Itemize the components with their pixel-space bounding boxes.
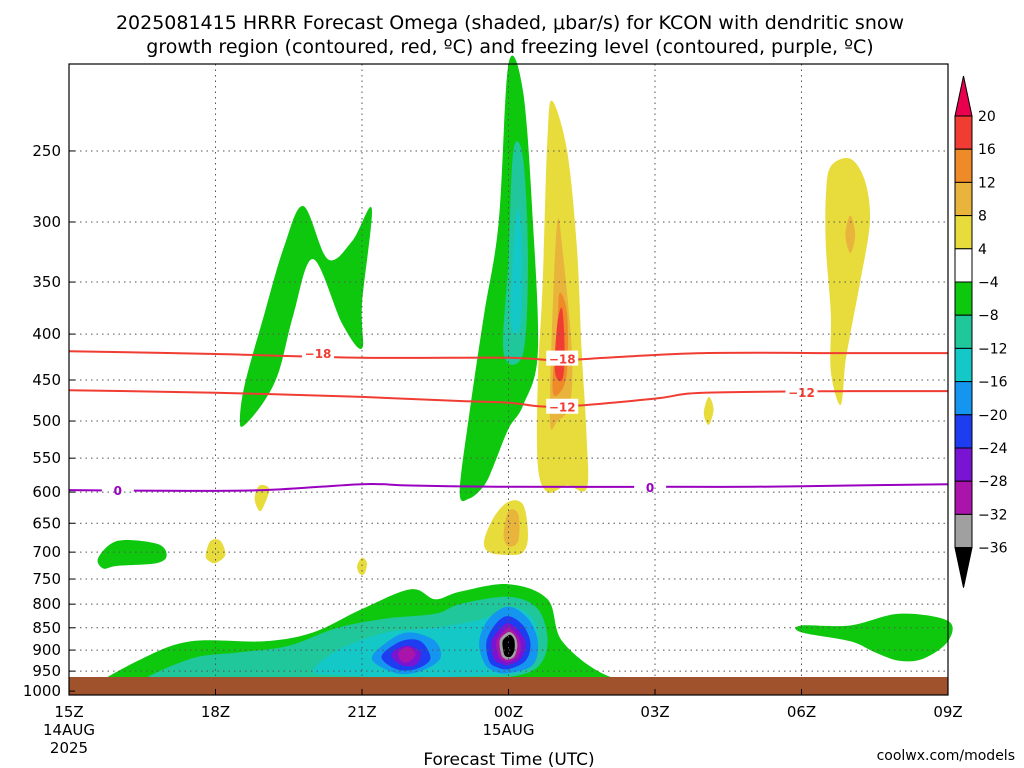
omega-region-10 — [825, 157, 871, 406]
colorbar-segment-9 — [954, 381, 973, 416]
x-tick-year-0: 2025 — [50, 739, 88, 757]
y-tick-label-3: 400 — [32, 325, 61, 343]
colorbar-label-5: −4 — [978, 275, 999, 291]
isotherm-label-2: −12 — [549, 401, 576, 415]
colorbar-segment-6 — [954, 281, 973, 316]
colorbar-label-0: 20 — [978, 109, 996, 125]
isotherm-label-3: −12 — [788, 386, 815, 400]
x-tick-date-0: 14AUG — [43, 721, 95, 739]
isotherm-label-bg-4 — [101, 482, 134, 498]
colorbar-label-6: −8 — [978, 308, 999, 324]
x-tick-label-3: 00Z — [494, 703, 523, 721]
omega-region-30 — [795, 613, 953, 662]
y-tick-label-8: 650 — [32, 514, 61, 532]
colorbar-label-2: 12 — [978, 175, 996, 191]
y-tick-label-12: 850 — [32, 619, 61, 637]
plot-area: −18 −18 −12 −12 0 0 — [68, 55, 953, 692]
omega-region-12 — [254, 484, 270, 512]
omega-region-29 — [502, 634, 515, 658]
y-tick-label-9: 700 — [32, 543, 61, 561]
chart-title-line2: growth region (contoured, red, ºC) and f… — [146, 36, 873, 58]
x-tick-label-2: 21Z — [347, 703, 376, 721]
y-tick-label-0: 250 — [32, 142, 61, 160]
omega-region-13 — [205, 539, 226, 564]
colorbar-label-10: −24 — [978, 441, 1008, 457]
y-tick-label-6: 550 — [32, 449, 61, 467]
colorbar-segment-4 — [954, 215, 973, 250]
omega-region-11 — [845, 215, 856, 254]
colorbar-label-1: 16 — [978, 142, 996, 158]
chart-title-line1: 2025081415 HRRR Forecast Omega (shaded, … — [116, 12, 904, 34]
colorbar-segment-11 — [954, 447, 973, 482]
colorbar-segment-3 — [954, 181, 973, 217]
x-tick-label-0: 15Z — [54, 703, 83, 721]
x-tick-date-3: 15AUG — [483, 721, 535, 739]
omega-region-16 — [97, 539, 167, 569]
omega-region-15 — [703, 396, 714, 425]
isotherm-label-bg-0 — [302, 345, 335, 361]
colorbar-label-4: 4 — [978, 242, 987, 258]
colorbar-segment-2 — [954, 148, 973, 183]
isotherm-label-0: −18 — [305, 347, 332, 361]
omega-region-23 — [398, 646, 416, 663]
colorbar-segment-8 — [954, 347, 973, 383]
y-tick-label-13: 900 — [32, 641, 61, 659]
omega-region-14 — [357, 557, 367, 575]
x-tick-label-5: 06Z — [787, 703, 816, 721]
colorbar-top-arrow — [954, 75, 973, 117]
y-tick-label-4: 450 — [32, 371, 61, 389]
colorbar-segment-7 — [954, 314, 973, 349]
axes: 250 300 350 400 450 500 550 600 650 700 750 800 850 9… — [23, 142, 963, 757]
colorbar: 20 16 12 8 4 −4 −8 −12 −16 −20 −24 −28 −32 −36 — [954, 75, 1008, 588]
credit-text: coolwx.com/models — [877, 748, 1015, 764]
isotherm--12-line-1 — [68, 389, 949, 408]
colorbar-segment-10 — [954, 414, 973, 449]
omega-region-0 — [239, 205, 372, 427]
isotherm-label-5: 0 — [646, 481, 654, 495]
isotherm-label-bg-3 — [785, 383, 818, 399]
isotherm-label-bg-5 — [634, 478, 667, 494]
ground-fill — [69, 677, 948, 695]
colorbar-bottom-arrow — [954, 547, 973, 588]
colorbar-segment-13 — [954, 513, 973, 549]
isotherm-label-bg-2 — [546, 398, 579, 414]
x-tick-label-6: 09Z — [933, 703, 962, 721]
colorbar-segment-1 — [954, 115, 973, 150]
x-tick-label-1: 18Z — [201, 703, 230, 721]
colorbar-label-8: −16 — [978, 375, 1008, 391]
isotherm-0-line-2 — [68, 483, 949, 492]
isotherm-label-1: −18 — [549, 353, 576, 367]
y-tick-label-11: 800 — [32, 595, 61, 613]
colorbar-label-7: −12 — [978, 341, 1008, 357]
colorbar-segment-12 — [954, 480, 973, 515]
y-tick-label-15: 1000 — [23, 682, 61, 700]
isotherm-label-4: 0 — [114, 484, 122, 498]
y-tick-label-14: 950 — [32, 662, 61, 680]
omega-region-7 — [503, 509, 520, 547]
colorbar-segment-5 — [954, 248, 973, 283]
x-tick-label-4: 03Z — [640, 703, 669, 721]
x-axis-label: Forecast Time (UTC) — [423, 750, 594, 768]
isotherm-label-bg-1 — [546, 350, 579, 366]
colorbar-label-3: 8 — [978, 209, 987, 225]
colorbar-label-11: −28 — [978, 474, 1008, 490]
y-tick-label-2: 350 — [32, 273, 61, 291]
y-tick-label-1: 300 — [32, 213, 61, 231]
y-tick-label-10: 750 — [32, 570, 61, 588]
colorbar-label-9: −20 — [978, 408, 1008, 424]
colorbar-label-13: −36 — [978, 541, 1008, 557]
y-tick-label-7: 600 — [32, 483, 61, 501]
colorbar-label-12: −32 — [978, 507, 1008, 523]
y-tick-label-5: 500 — [32, 412, 61, 430]
omega-region-3 — [510, 208, 523, 334]
